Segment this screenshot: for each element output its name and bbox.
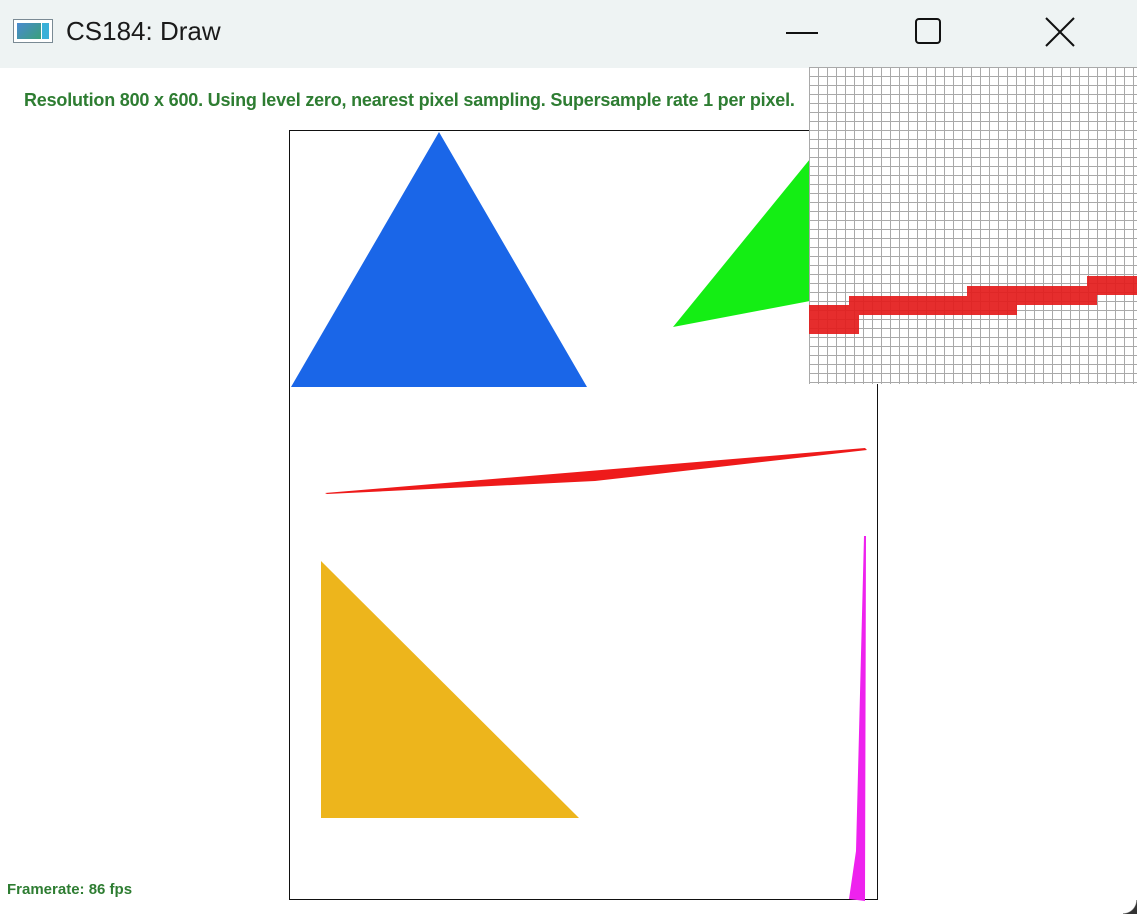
maximize-icon [915,18,941,44]
title-bar[interactable]: CS184: Draw [0,0,1137,68]
blue-triangle [291,132,587,387]
status-text: Resolution 800 x 600. Using level zero, … [24,90,795,110]
yellow-triangle [321,561,579,818]
zoom-red-pixels [809,276,1137,334]
green-triangle [673,159,810,327]
window-corner [1123,900,1137,914]
close-button[interactable] [1031,6,1089,56]
app-window-icon [13,19,53,43]
drawing-canvas[interactable] [289,130,878,901]
window-title: CS184: Draw [66,16,221,46]
zoom-pixel-svg [809,276,1137,334]
red-sliver [325,448,867,494]
magenta-sliver [849,536,866,901]
minimize-icon [786,32,818,34]
close-icon [1045,17,1075,47]
minimize-button[interactable] [773,6,831,56]
scene-svg [291,132,867,901]
maximize-button[interactable] [900,6,958,56]
framerate-text: Framerate: 86 fps [7,881,133,898]
zoom-inspector[interactable] [809,67,1137,384]
